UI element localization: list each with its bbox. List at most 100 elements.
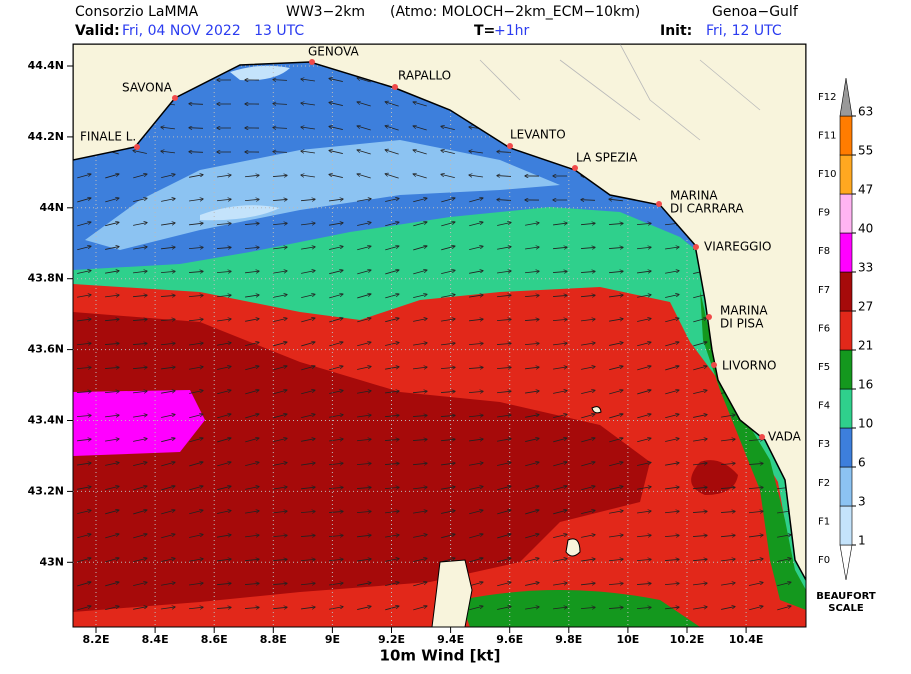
wind-arrow (161, 174, 175, 179)
colorbar-bin (839, 154, 853, 195)
wind-arrow (469, 222, 483, 227)
lat-label: 44.4N (28, 59, 64, 72)
wind-arrow (357, 102, 371, 107)
wind-arrow (413, 535, 427, 538)
wind-arrow (301, 439, 315, 442)
wind-arrow (525, 223, 539, 226)
level-label: 3 (858, 495, 866, 509)
wind-arrow (468, 343, 483, 344)
init-label: Init: (660, 23, 692, 39)
wind-arrow (664, 559, 679, 560)
beaufort-label: F4 (818, 401, 830, 412)
wind-arrow (413, 102, 427, 107)
city-label: LA SPEZIA (576, 151, 638, 165)
step: +1hr (494, 23, 530, 39)
wind-arrow (161, 462, 174, 467)
wind-arrow (161, 607, 175, 609)
wind-arrow (496, 367, 511, 368)
wind-arrow (553, 510, 567, 515)
wind-arrow (357, 559, 371, 562)
wind-arrow (636, 607, 651, 608)
wind-arrow (133, 174, 147, 179)
wind-arrow (132, 343, 147, 344)
wind-arrow (217, 438, 230, 443)
wind-arrow (469, 534, 482, 539)
wind-arrow (385, 367, 399, 370)
wind-arrow (748, 487, 763, 488)
wind-arrow (133, 415, 147, 418)
wind-arrow (105, 606, 119, 611)
wind-arrow (749, 606, 763, 611)
wind-arrow (301, 103, 315, 105)
wind-arrow (748, 463, 763, 464)
wind-arrow (273, 511, 287, 513)
lat-label: 43N (39, 555, 64, 568)
wind-arrow (609, 462, 623, 467)
wind-arrow (245, 271, 259, 273)
wind-arrow (469, 463, 483, 466)
wind-arrow (665, 463, 679, 466)
wind-arrow (273, 390, 286, 395)
wind-arrow (300, 535, 315, 536)
wind-arrow (581, 535, 595, 538)
wind-arrow (721, 439, 735, 441)
colorbar-low (839, 544, 853, 581)
colorbar: 1 3 6 10 16 21 27 33 40 47 55 63 F0 F1 F2 F3 F4 F5 F6 F7 F8 F… (816, 77, 876, 614)
city-dot (706, 314, 712, 320)
wind-arrow (665, 366, 678, 371)
wind-arrow (525, 486, 538, 491)
wind-arrow (441, 319, 455, 322)
beaufort-title: SCALE (828, 603, 864, 614)
wind-arrow (385, 391, 399, 393)
wind-arrow (525, 462, 539, 467)
wind-arrow (665, 414, 679, 419)
wind-arrow (413, 270, 427, 275)
wind-arrow (496, 319, 511, 320)
wind-arrow (273, 128, 288, 129)
city-label: SAVONA (122, 81, 173, 95)
beaufort-label: F1 (818, 516, 830, 527)
wind-arrow (357, 583, 371, 586)
wind-arrow (525, 391, 539, 394)
wind-arrow (693, 366, 707, 371)
wind-arrow (273, 295, 287, 298)
wind-arrow (217, 366, 231, 370)
wind-arrow (105, 534, 118, 539)
wind-arrow (385, 582, 399, 587)
wind-arrow (609, 438, 622, 443)
wind-arrow (189, 559, 203, 562)
wind-arrow (329, 126, 343, 130)
wind-arrow (189, 462, 202, 467)
wind-arrow (777, 582, 791, 587)
wind-arrow (161, 558, 175, 562)
wind-arrow (245, 390, 258, 395)
city-label: MARINA (670, 189, 718, 203)
wind-arrow (105, 463, 119, 466)
wind-arrow (329, 415, 343, 418)
wind-arrow (553, 391, 567, 394)
beaufort-label: F6 (818, 323, 830, 334)
wind-arrow (413, 558, 427, 563)
colorbar-bin (839, 115, 853, 156)
wind-arrow (301, 175, 315, 177)
wind-arrow (609, 343, 623, 346)
beaufort-label: F10 (818, 169, 836, 180)
wind-arrow (497, 222, 511, 226)
wind-arrow (609, 414, 622, 419)
wind-arrow (497, 607, 511, 610)
wind-arrow (525, 607, 539, 610)
wind-arrow (609, 319, 623, 322)
lon-label: 8.6E (201, 633, 228, 646)
wind-arrow (77, 295, 91, 298)
wind-arrow (133, 558, 147, 563)
wind-arrow (469, 198, 482, 203)
wind-arrow (721, 607, 735, 610)
wind-arrow (637, 319, 651, 322)
wind-arrow (356, 511, 371, 512)
wind-arrow (245, 462, 259, 467)
wind-arrow (665, 271, 679, 274)
wind-arrow (636, 559, 651, 560)
lon-label: 8.2E (82, 633, 109, 646)
wind-arrow (441, 246, 455, 251)
wind-arrow (580, 223, 595, 224)
